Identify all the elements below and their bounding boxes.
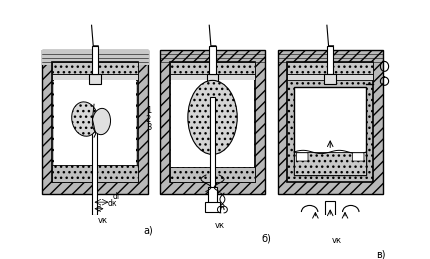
Bar [170, 62, 255, 74]
Bar [89, 74, 101, 84]
Bar [209, 187, 217, 204]
Bar [294, 152, 366, 175]
Bar [172, 80, 254, 167]
Bar [294, 87, 366, 175]
Bar [209, 46, 216, 74]
FancyBboxPatch shape [296, 153, 308, 161]
Bar [92, 131, 97, 214]
Bar [160, 50, 265, 194]
Text: а): а) [144, 225, 153, 235]
Bar [210, 97, 215, 208]
Bar [91, 214, 99, 229]
Ellipse shape [92, 108, 111, 135]
Bar [287, 74, 373, 80]
Bar [325, 200, 335, 219]
Text: vк: vк [332, 235, 342, 244]
Text: vк: vк [97, 216, 108, 225]
FancyBboxPatch shape [353, 153, 364, 161]
Bar [88, 228, 101, 238]
Text: 2: 2 [146, 114, 151, 124]
Bar [52, 62, 138, 74]
Bar [54, 80, 136, 165]
Text: 1: 1 [146, 106, 151, 115]
Bar [170, 74, 255, 80]
Bar [327, 46, 334, 74]
Bar [42, 50, 147, 194]
Bar [287, 62, 373, 74]
Bar [325, 74, 336, 84]
Text: dк: dк [108, 199, 118, 208]
Bar [52, 74, 138, 80]
Text: б): б) [261, 233, 271, 243]
Bar [207, 74, 218, 84]
Bar [170, 167, 255, 182]
Bar [277, 50, 383, 194]
Ellipse shape [72, 102, 98, 136]
Bar [205, 202, 220, 212]
Text: в): в) [376, 250, 386, 259]
Bar [287, 62, 373, 182]
Text: dг: dг [113, 192, 122, 201]
Bar [92, 46, 98, 74]
Bar [52, 62, 138, 182]
Bar [170, 62, 255, 182]
Bar [322, 217, 338, 225]
Ellipse shape [188, 80, 237, 154]
Polygon shape [92, 25, 98, 46]
Text: vк: vк [215, 221, 225, 230]
Bar [52, 165, 138, 182]
Text: 3: 3 [146, 123, 151, 132]
Bar [40, 50, 149, 65]
